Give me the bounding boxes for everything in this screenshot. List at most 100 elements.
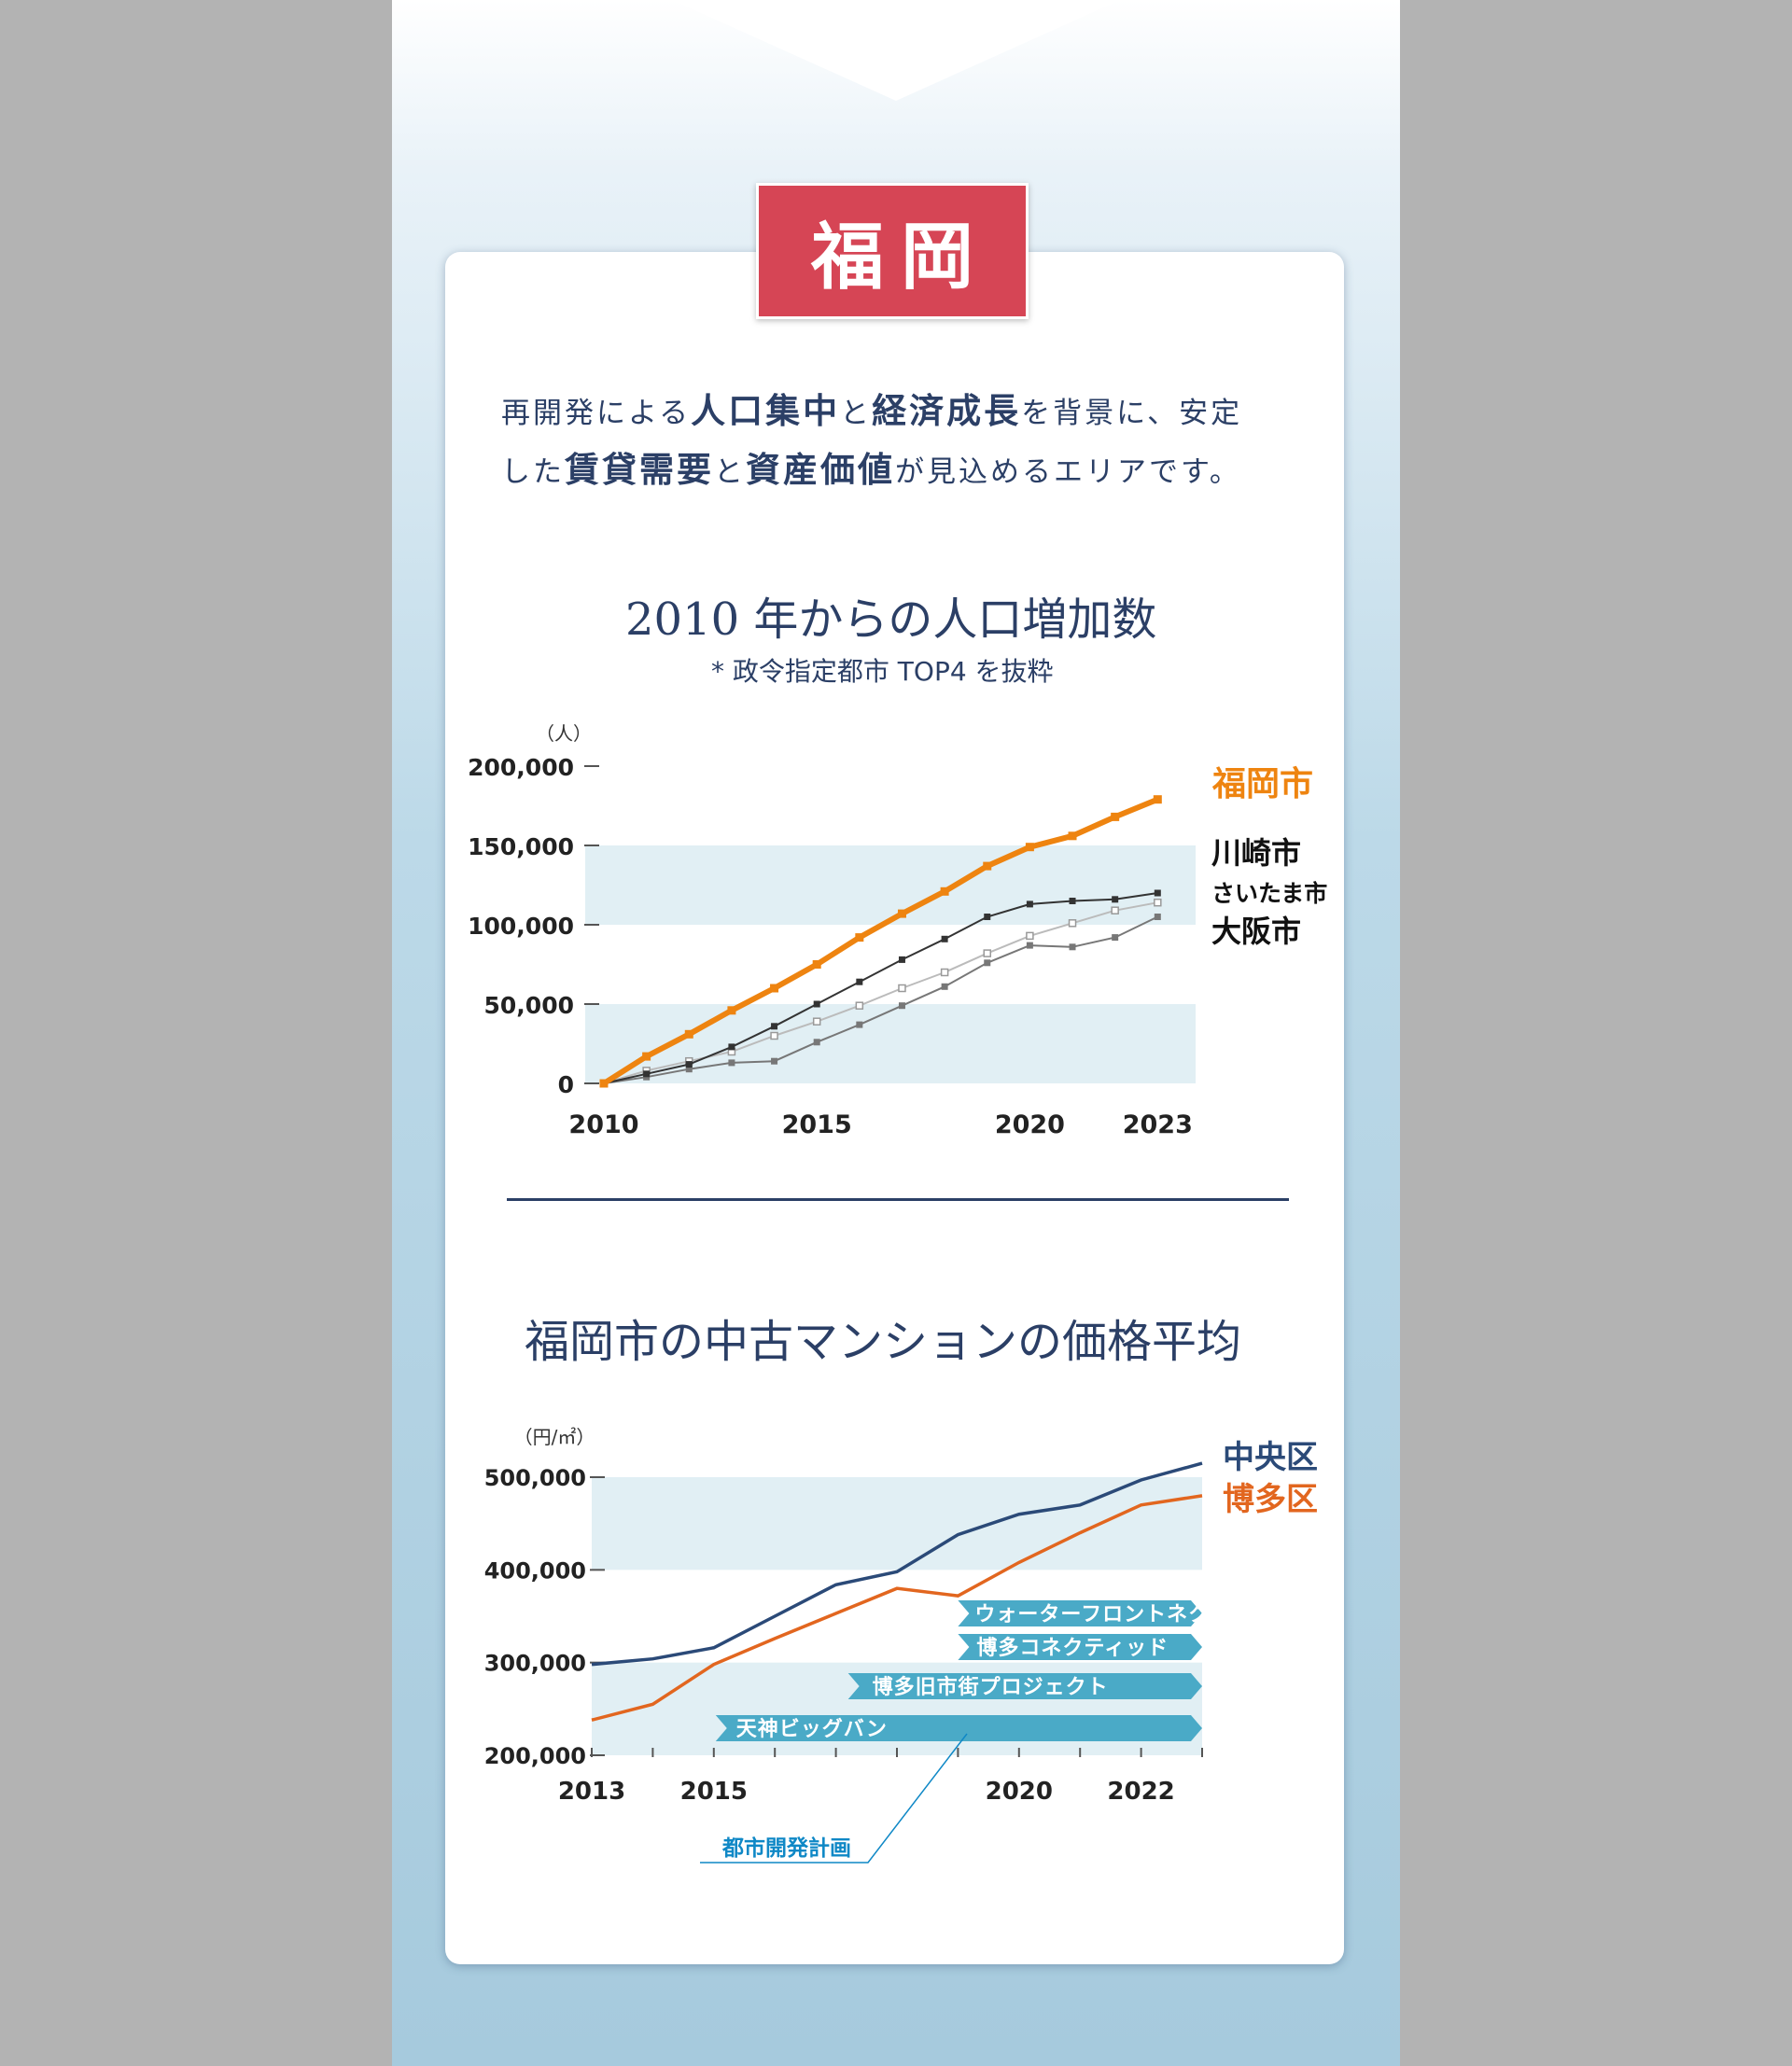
intro-highlight: 経済成長 <box>872 391 1022 431</box>
series-point-2 <box>940 968 949 977</box>
project-arrow <box>958 1600 1202 1626</box>
series-point-0 <box>727 1006 736 1015</box>
series-point-0 <box>599 1079 609 1088</box>
series-point-1 <box>771 1023 778 1030</box>
series-point-2 <box>812 1017 821 1026</box>
series-point-0 <box>1153 795 1162 804</box>
x-tick-label: 2015 <box>680 1778 748 1806</box>
x-tick-label: 2010 <box>568 1110 638 1139</box>
series-line-0 <box>602 796 1159 1086</box>
series-point-1 <box>898 956 905 963</box>
callout-line <box>700 1733 968 1864</box>
series-point-1 <box>1112 896 1119 903</box>
series-point-0 <box>897 909 906 918</box>
series-point-1 <box>643 1070 651 1078</box>
series-line-3 <box>603 915 1158 1084</box>
series-point-2 <box>1026 931 1034 941</box>
series-point-1 <box>1069 898 1076 904</box>
y-axis-unit: （円/㎡） <box>514 1426 595 1448</box>
callout-label: 都市開発計画 <box>721 1836 851 1861</box>
series-point-0 <box>1068 831 1077 841</box>
series-line-1 <box>603 892 1158 1084</box>
series-point-3 <box>984 959 991 967</box>
x-tick-label: 2020 <box>995 1110 1065 1139</box>
series-point-0 <box>684 1029 693 1039</box>
y-tick-label: 100,000 <box>468 913 574 940</box>
region-badge: 福岡 <box>756 183 1029 319</box>
y-tick-label: 200,000 <box>468 754 574 781</box>
y-tick-label: 50,000 <box>484 992 574 1019</box>
series-point-1 <box>1154 889 1161 897</box>
population-chart: 0 50,000 100,000 150,000 200,000 （人） 2010 2015 2… <box>468 722 1327 1139</box>
series-point-2 <box>983 949 992 957</box>
chart1-subtitle: * 政令指定都市 TOP4 を抜粋 <box>711 656 1054 687</box>
intro-text: 再開発による <box>501 397 692 430</box>
chart2-title: 福岡市の中古マンションの価格平均 <box>525 1316 1242 1368</box>
series-line-0 <box>591 1461 1203 1667</box>
legend-label: 中央区 <box>1223 1439 1318 1476</box>
y-tick-label: 300,000 <box>484 1651 586 1677</box>
legend-label: 川崎市 <box>1211 835 1301 871</box>
series-point-3 <box>898 1002 905 1010</box>
series-point-1 <box>728 1043 735 1051</box>
chart1-title: 2010 年からの人口増加数 <box>625 593 1157 646</box>
series-point-1 <box>1026 900 1033 908</box>
series-point-3 <box>771 1057 778 1065</box>
x-tick-label: 2022 <box>1107 1778 1174 1806</box>
intro-text: と <box>714 455 746 489</box>
intro-line-1: 再開発による人口集中と経済成長を背景に、安定 <box>501 383 1304 433</box>
intro-text: と <box>840 397 873 430</box>
series-point-0 <box>642 1052 651 1061</box>
region-badge-label: 福岡 <box>810 216 990 300</box>
series-point-3 <box>685 1066 693 1073</box>
series-point-0 <box>1025 843 1034 852</box>
series-point-3 <box>1026 942 1033 949</box>
project-label: ウォーターフロントネクスト <box>974 1603 1252 1626</box>
series-point-0 <box>983 861 992 871</box>
y-tick-label: 500,000 <box>484 1465 586 1491</box>
series-point-1 <box>813 1000 820 1008</box>
series-point-3 <box>813 1039 820 1046</box>
series-point-3 <box>856 1021 863 1028</box>
series-point-1 <box>984 914 991 920</box>
series-point-3 <box>1154 914 1161 920</box>
y-tick-label: 200,000 <box>484 1743 586 1769</box>
series-line-2 <box>603 901 1158 1084</box>
x-tick-label: 2023 <box>1123 1110 1193 1139</box>
legend-label: さいたま市 <box>1211 880 1327 907</box>
series-point-3 <box>941 983 948 990</box>
y-tick-label: 400,000 <box>484 1557 586 1584</box>
series-point-0 <box>770 984 779 993</box>
legend-label: 博多区 <box>1223 1481 1318 1518</box>
intro-highlight: 賃貸需要 <box>565 450 714 490</box>
intro-text: した <box>501 455 565 489</box>
x-tick-label: 2013 <box>558 1778 625 1806</box>
project-label: 博多コネクティッド <box>976 1636 1169 1660</box>
series-point-2 <box>855 1001 864 1010</box>
series-point-0 <box>940 886 949 896</box>
series-point-3 <box>728 1059 735 1067</box>
series-point-2 <box>1111 906 1119 914</box>
y-tick-label: 150,000 <box>468 833 574 860</box>
intro-highlight: 人口集中 <box>691 391 841 431</box>
project-arrow <box>847 1673 1202 1699</box>
series-point-2 <box>770 1031 778 1040</box>
y-axis-unit: （人） <box>536 722 592 745</box>
band-upper <box>585 845 1196 925</box>
x-tick-label: 2020 <box>986 1778 1053 1806</box>
project-label: 天神ビッグバン <box>736 1717 888 1741</box>
project-arrow <box>715 1715 1202 1741</box>
project-arrow <box>958 1634 1202 1660</box>
x-tick-label: 2015 <box>782 1110 852 1139</box>
section-divider <box>507 1198 1289 1201</box>
series-point-1 <box>941 935 948 942</box>
intro-highlight: 資産価値 <box>746 450 895 490</box>
series-point-0 <box>1111 812 1120 821</box>
series-point-0 <box>812 960 821 969</box>
y-tick-label: 0 <box>558 1071 574 1098</box>
intro-text: を背景に、安定 <box>1021 397 1243 430</box>
series-point-2 <box>1068 919 1077 928</box>
legend-label: 大阪市 <box>1211 914 1301 949</box>
series-point-0 <box>855 933 864 942</box>
